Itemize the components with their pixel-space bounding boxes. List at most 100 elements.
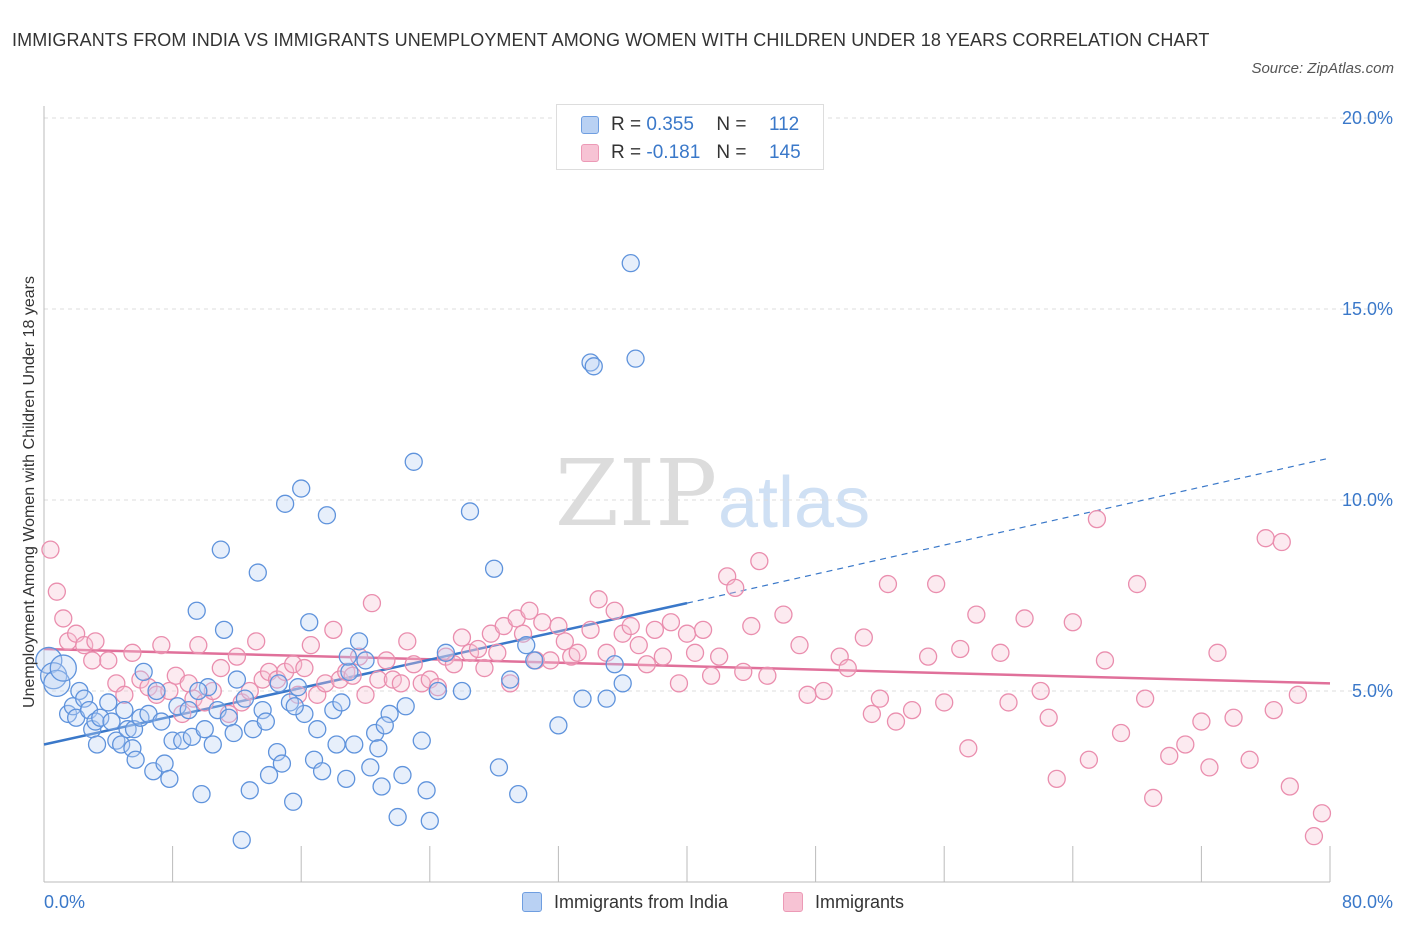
immigrants-point <box>870 689 890 708</box>
immigrants-point <box>369 670 388 689</box>
india-point <box>436 643 456 662</box>
india-point <box>269 674 288 693</box>
india-point <box>420 811 439 831</box>
immigrants-point <box>581 620 600 640</box>
immigrants-point <box>726 578 745 598</box>
immigrants-point <box>1095 651 1115 670</box>
correlation-legend: R = 0.355 N = 112 R = -0.181 N = 145 <box>556 104 824 170</box>
india-point <box>345 735 364 754</box>
immigrants-point <box>99 651 118 670</box>
immigrants-point <box>301 636 320 655</box>
india-point <box>372 777 391 796</box>
immigrants-point <box>1135 689 1155 708</box>
india-trend-line <box>43 601 688 746</box>
india-point <box>75 689 94 708</box>
india-point <box>404 452 423 471</box>
india-point <box>460 502 480 521</box>
india-point <box>253 700 272 720</box>
india-point <box>112 735 131 754</box>
immigrants-point <box>758 666 777 685</box>
india-swatch <box>581 116 599 134</box>
india-point <box>232 830 251 850</box>
immigrants-point <box>324 620 343 640</box>
india-point <box>340 662 359 682</box>
india-point <box>417 781 436 800</box>
immigrants-point <box>555 632 574 651</box>
immigrants-point <box>1264 700 1283 720</box>
india-point <box>292 479 311 498</box>
immigrants-point <box>227 647 247 666</box>
immigrants-point <box>798 685 817 704</box>
y-tick-labels: 5.0% 10.0% 15.0% 20.0% <box>1342 108 1393 701</box>
immigrants-point <box>75 636 94 655</box>
immigrants-point <box>1144 788 1163 808</box>
immigrants-point <box>637 655 656 674</box>
immigrants-point <box>991 643 1010 662</box>
immigrants-point <box>362 593 382 613</box>
india-point <box>91 708 110 727</box>
india-point <box>275 494 295 513</box>
bottom-legend-india: Immigrants from India <box>522 888 728 916</box>
india-point <box>621 254 640 273</box>
immigrants-point <box>710 647 729 666</box>
india-point <box>295 704 314 724</box>
india-point <box>327 735 346 754</box>
bottom-legend-immigrants: Immigrants <box>783 888 904 916</box>
immigrants-point <box>391 674 411 693</box>
india-point <box>118 720 137 739</box>
india-point <box>605 655 624 674</box>
immigrants-point <box>316 674 335 693</box>
india-point <box>256 712 275 731</box>
india-point <box>168 697 187 716</box>
india-point <box>173 731 192 750</box>
india-point <box>584 357 603 376</box>
immigrants-point <box>653 647 673 666</box>
legend-r-label: R = <box>611 142 642 163</box>
immigrants-point <box>1208 643 1227 662</box>
india-point <box>123 739 142 758</box>
immigrants-point <box>284 655 303 674</box>
immigrants-point <box>701 666 721 685</box>
y-tick-label: 20.0% <box>1342 108 1393 128</box>
immigrants-point <box>790 636 809 655</box>
immigrants-point <box>41 540 60 559</box>
immigrants-point <box>838 658 857 678</box>
india-point <box>332 693 351 712</box>
immigrants-point <box>854 628 873 647</box>
legend-r-value-immigrants: -0.181 <box>646 142 701 163</box>
india-point <box>484 559 504 578</box>
india-point <box>312 762 332 781</box>
immigrants-point <box>1192 712 1211 731</box>
source-label: Source: ZipAtlas.com <box>1251 60 1394 77</box>
chart-title: IMMIGRANTS FROM INDIA VS IMMIGRANTS UNEM… <box>12 30 1210 50</box>
immigrants-point <box>1288 685 1307 704</box>
india-point <box>189 681 208 701</box>
india-point <box>124 720 144 739</box>
india-point <box>272 754 292 773</box>
india-point <box>87 735 107 754</box>
immigrants-point <box>1087 509 1107 529</box>
legend-row-india: R = 0.355 N = 112 <box>581 111 799 139</box>
india-point <box>160 769 179 789</box>
immigrants-point <box>669 674 689 693</box>
immigrants-point <box>54 609 73 628</box>
india-point <box>361 758 380 777</box>
immigrants-point <box>774 605 793 624</box>
immigrants-point <box>1240 750 1259 769</box>
bottom-immigrants-swatch <box>783 892 803 912</box>
immigrants-point <box>918 647 938 666</box>
watermark-zip: ZIP <box>555 440 717 547</box>
india-point <box>147 681 166 701</box>
india-point <box>428 681 447 701</box>
india-point <box>134 662 153 682</box>
immigrants-point <box>999 693 1018 712</box>
india-point <box>597 689 616 708</box>
immigrants-point <box>211 658 230 678</box>
india-point <box>285 697 304 716</box>
india-point <box>203 735 222 754</box>
immigrants-point <box>513 624 533 643</box>
legend-row-immigrants: R = -0.181 N = 145 <box>581 139 801 167</box>
immigrants-point <box>1312 804 1332 823</box>
immigrants-point <box>541 651 560 670</box>
y-axis-label: Unemployment Among Women with Children U… <box>21 276 38 708</box>
